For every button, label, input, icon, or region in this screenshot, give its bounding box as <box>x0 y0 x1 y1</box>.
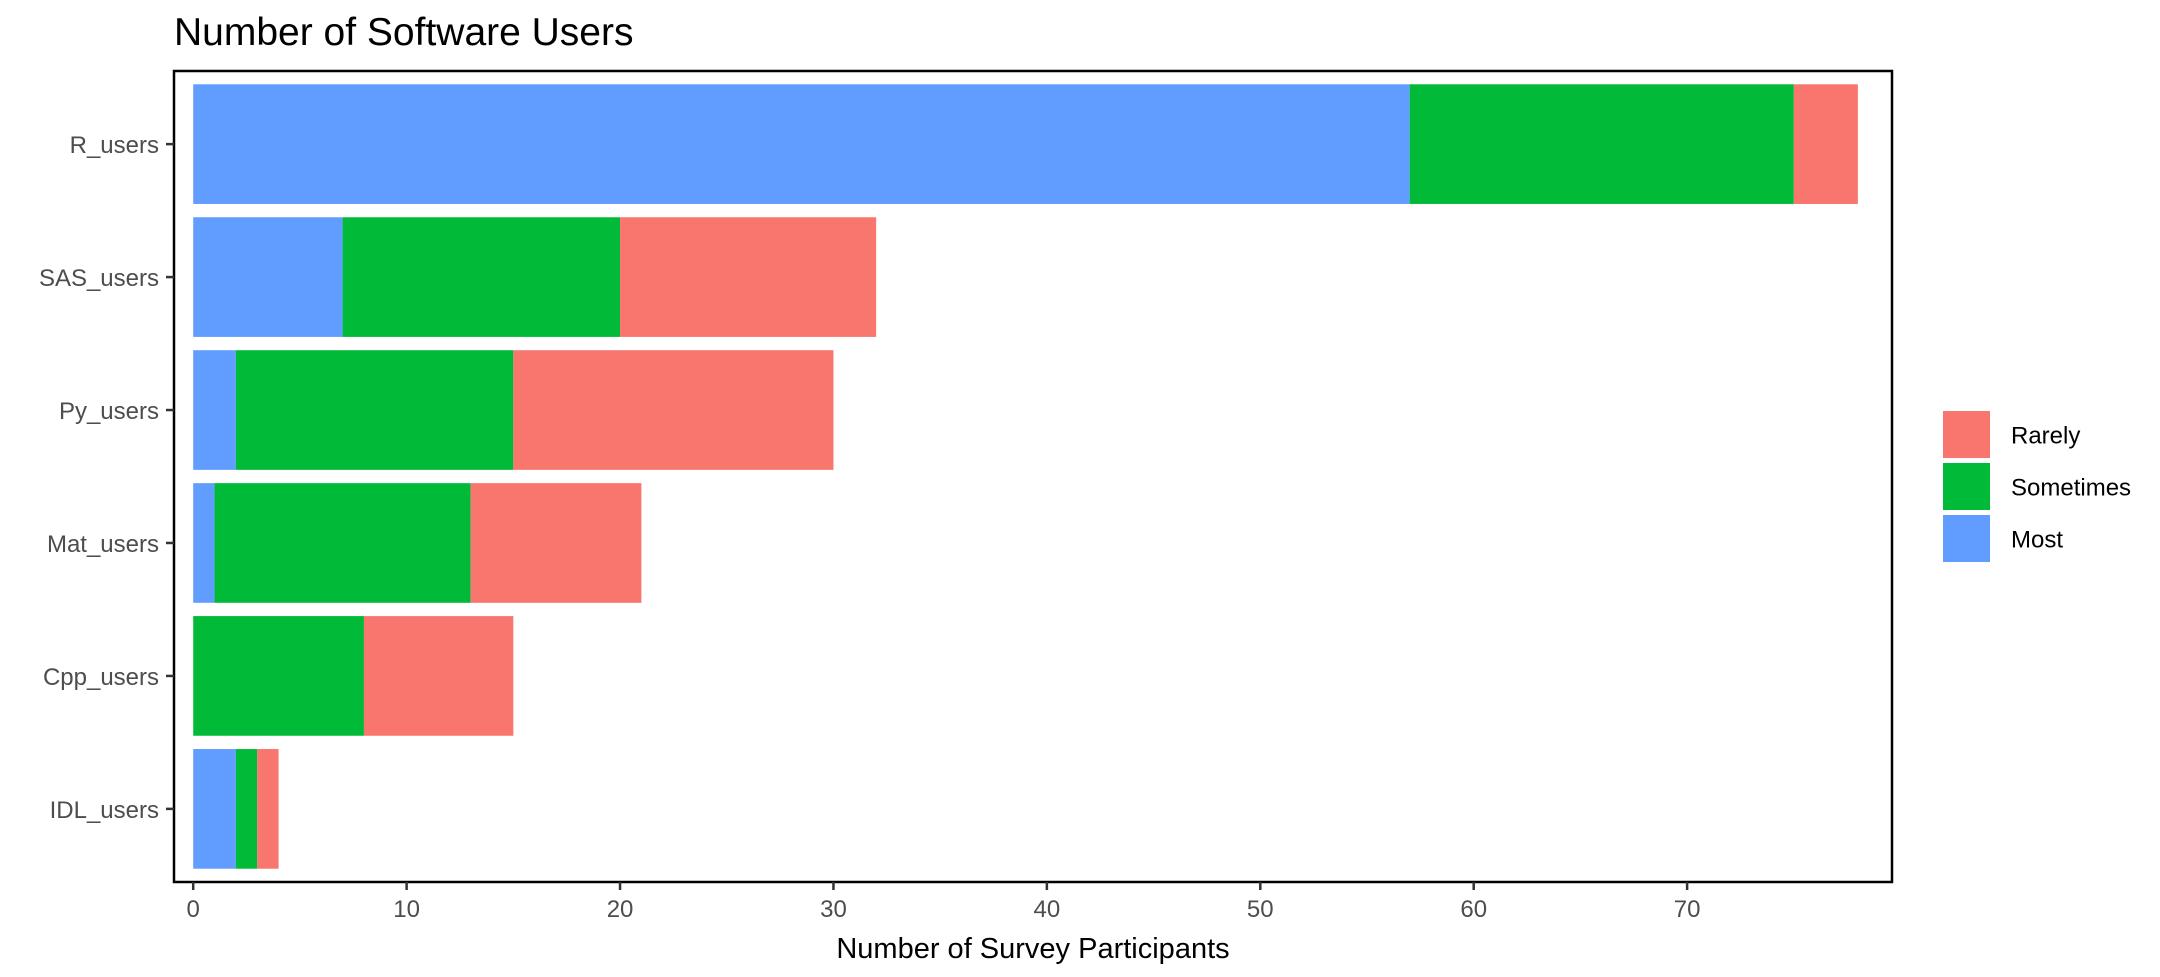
legend-key-sometimes <box>1943 463 1990 510</box>
x-tick-label: 40 <box>1034 896 1061 923</box>
bar-Cpp_users-sometimes <box>193 616 364 736</box>
x-tick-label: 70 <box>1674 896 1701 923</box>
y-tick-label: Mat_users <box>47 531 159 558</box>
x-tick-label: 10 <box>393 896 420 923</box>
bar-IDL_users-most <box>193 749 236 869</box>
y-tick-label: Py_users <box>59 398 159 425</box>
legend-label-rarely: Rarely <box>2011 423 2080 450</box>
bar-Cpp_users-rarely <box>363 616 514 736</box>
legend: Rarely Sometimes Most <box>1943 411 2131 562</box>
legend-label-most: Most <box>2011 527 2063 554</box>
bar-Py_users-sometimes <box>235 350 514 470</box>
bar-SAS_users-rarely <box>620 217 877 337</box>
bar-R_users-most <box>193 84 1410 204</box>
bar-Mat_users-rarely <box>470 483 642 603</box>
legend-label-sometimes: Sometimes <box>2011 475 2131 502</box>
chart-title: Number of Software Users <box>174 11 634 54</box>
y-tick-label: IDL_users <box>50 797 159 824</box>
bar-Mat_users-sometimes <box>214 483 471 603</box>
bar-IDL_users-sometimes <box>235 749 258 869</box>
x-axis-label: Number of Survey Participants <box>836 933 1229 965</box>
bar-Mat_users-most <box>193 483 215 603</box>
x-axis: 0 10 20 30 40 50 60 70 <box>187 882 1701 923</box>
legend-key-rarely <box>1943 411 1990 458</box>
bar-Py_users-most <box>193 350 236 470</box>
legend-key-most <box>1943 515 1990 562</box>
x-tick-label: 60 <box>1460 896 1487 923</box>
bar-SAS_users-most <box>193 217 343 337</box>
x-tick-label: 50 <box>1247 896 1274 923</box>
bars-layer <box>193 84 1858 869</box>
x-tick-label: 20 <box>607 896 634 923</box>
y-axis: R_users SAS_users Py_users Mat_users Cpp_use… <box>39 132 174 824</box>
y-tick-label: Cpp_users <box>43 664 159 691</box>
x-tick-label: 0 <box>187 896 200 923</box>
x-tick-label: 30 <box>820 896 847 923</box>
bar-R_users-sometimes <box>1409 84 1794 204</box>
bar-Py_users-rarely <box>513 350 834 470</box>
bar-R_users-rarely <box>1793 84 1858 204</box>
plot-panel-border <box>172 69 1894 884</box>
bar-IDL_users-rarely <box>257 749 279 869</box>
bar-SAS_users-sometimes <box>342 217 621 337</box>
y-tick-label: SAS_users <box>39 265 159 292</box>
y-tick-label: R_users <box>70 132 159 159</box>
